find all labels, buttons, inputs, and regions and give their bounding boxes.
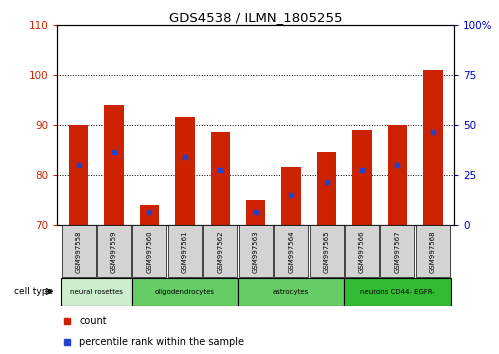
FancyBboxPatch shape	[168, 225, 202, 278]
Text: GSM997561: GSM997561	[182, 230, 188, 273]
Text: neurons CD44- EGFR-: neurons CD44- EGFR-	[360, 289, 435, 295]
Text: count: count	[79, 316, 107, 326]
FancyBboxPatch shape	[97, 225, 131, 278]
Text: astrocytes: astrocytes	[273, 289, 309, 295]
Text: GSM997560: GSM997560	[147, 230, 153, 273]
Text: percentile rank within the sample: percentile rank within the sample	[79, 337, 244, 348]
FancyBboxPatch shape	[238, 279, 344, 306]
Bar	[104, 105, 124, 225]
FancyBboxPatch shape	[203, 225, 238, 278]
Bar	[281, 167, 301, 225]
Bar	[352, 130, 372, 225]
FancyBboxPatch shape	[380, 225, 414, 278]
Text: GSM997564: GSM997564	[288, 230, 294, 273]
Text: neural rosettes: neural rosettes	[70, 289, 123, 295]
Text: GSM997559: GSM997559	[111, 230, 117, 273]
FancyBboxPatch shape	[132, 279, 238, 306]
FancyBboxPatch shape	[345, 225, 379, 278]
Text: GSM997568: GSM997568	[430, 230, 436, 273]
Text: oligodendrocytes: oligodendrocytes	[155, 289, 215, 295]
Text: GSM997566: GSM997566	[359, 230, 365, 273]
Text: GSM997567: GSM997567	[394, 230, 400, 273]
FancyBboxPatch shape	[132, 225, 167, 278]
FancyBboxPatch shape	[309, 225, 344, 278]
Bar	[246, 200, 265, 225]
FancyBboxPatch shape	[416, 225, 450, 278]
FancyBboxPatch shape	[344, 279, 451, 306]
Text: cell type: cell type	[14, 287, 53, 296]
Bar	[317, 152, 336, 225]
FancyBboxPatch shape	[239, 225, 273, 278]
FancyBboxPatch shape	[274, 225, 308, 278]
Text: GSM997558: GSM997558	[76, 230, 82, 273]
Bar	[388, 125, 407, 225]
Bar	[423, 70, 443, 225]
Text: GSM997562: GSM997562	[218, 230, 224, 273]
Title: GDS4538 / ILMN_1805255: GDS4538 / ILMN_1805255	[169, 11, 342, 24]
Text: GSM997565: GSM997565	[323, 230, 329, 273]
Bar	[211, 132, 230, 225]
Bar	[69, 125, 88, 225]
FancyBboxPatch shape	[62, 225, 96, 278]
Bar	[175, 117, 195, 225]
FancyBboxPatch shape	[61, 279, 132, 306]
Bar	[140, 205, 159, 225]
Text: GSM997563: GSM997563	[252, 230, 259, 273]
